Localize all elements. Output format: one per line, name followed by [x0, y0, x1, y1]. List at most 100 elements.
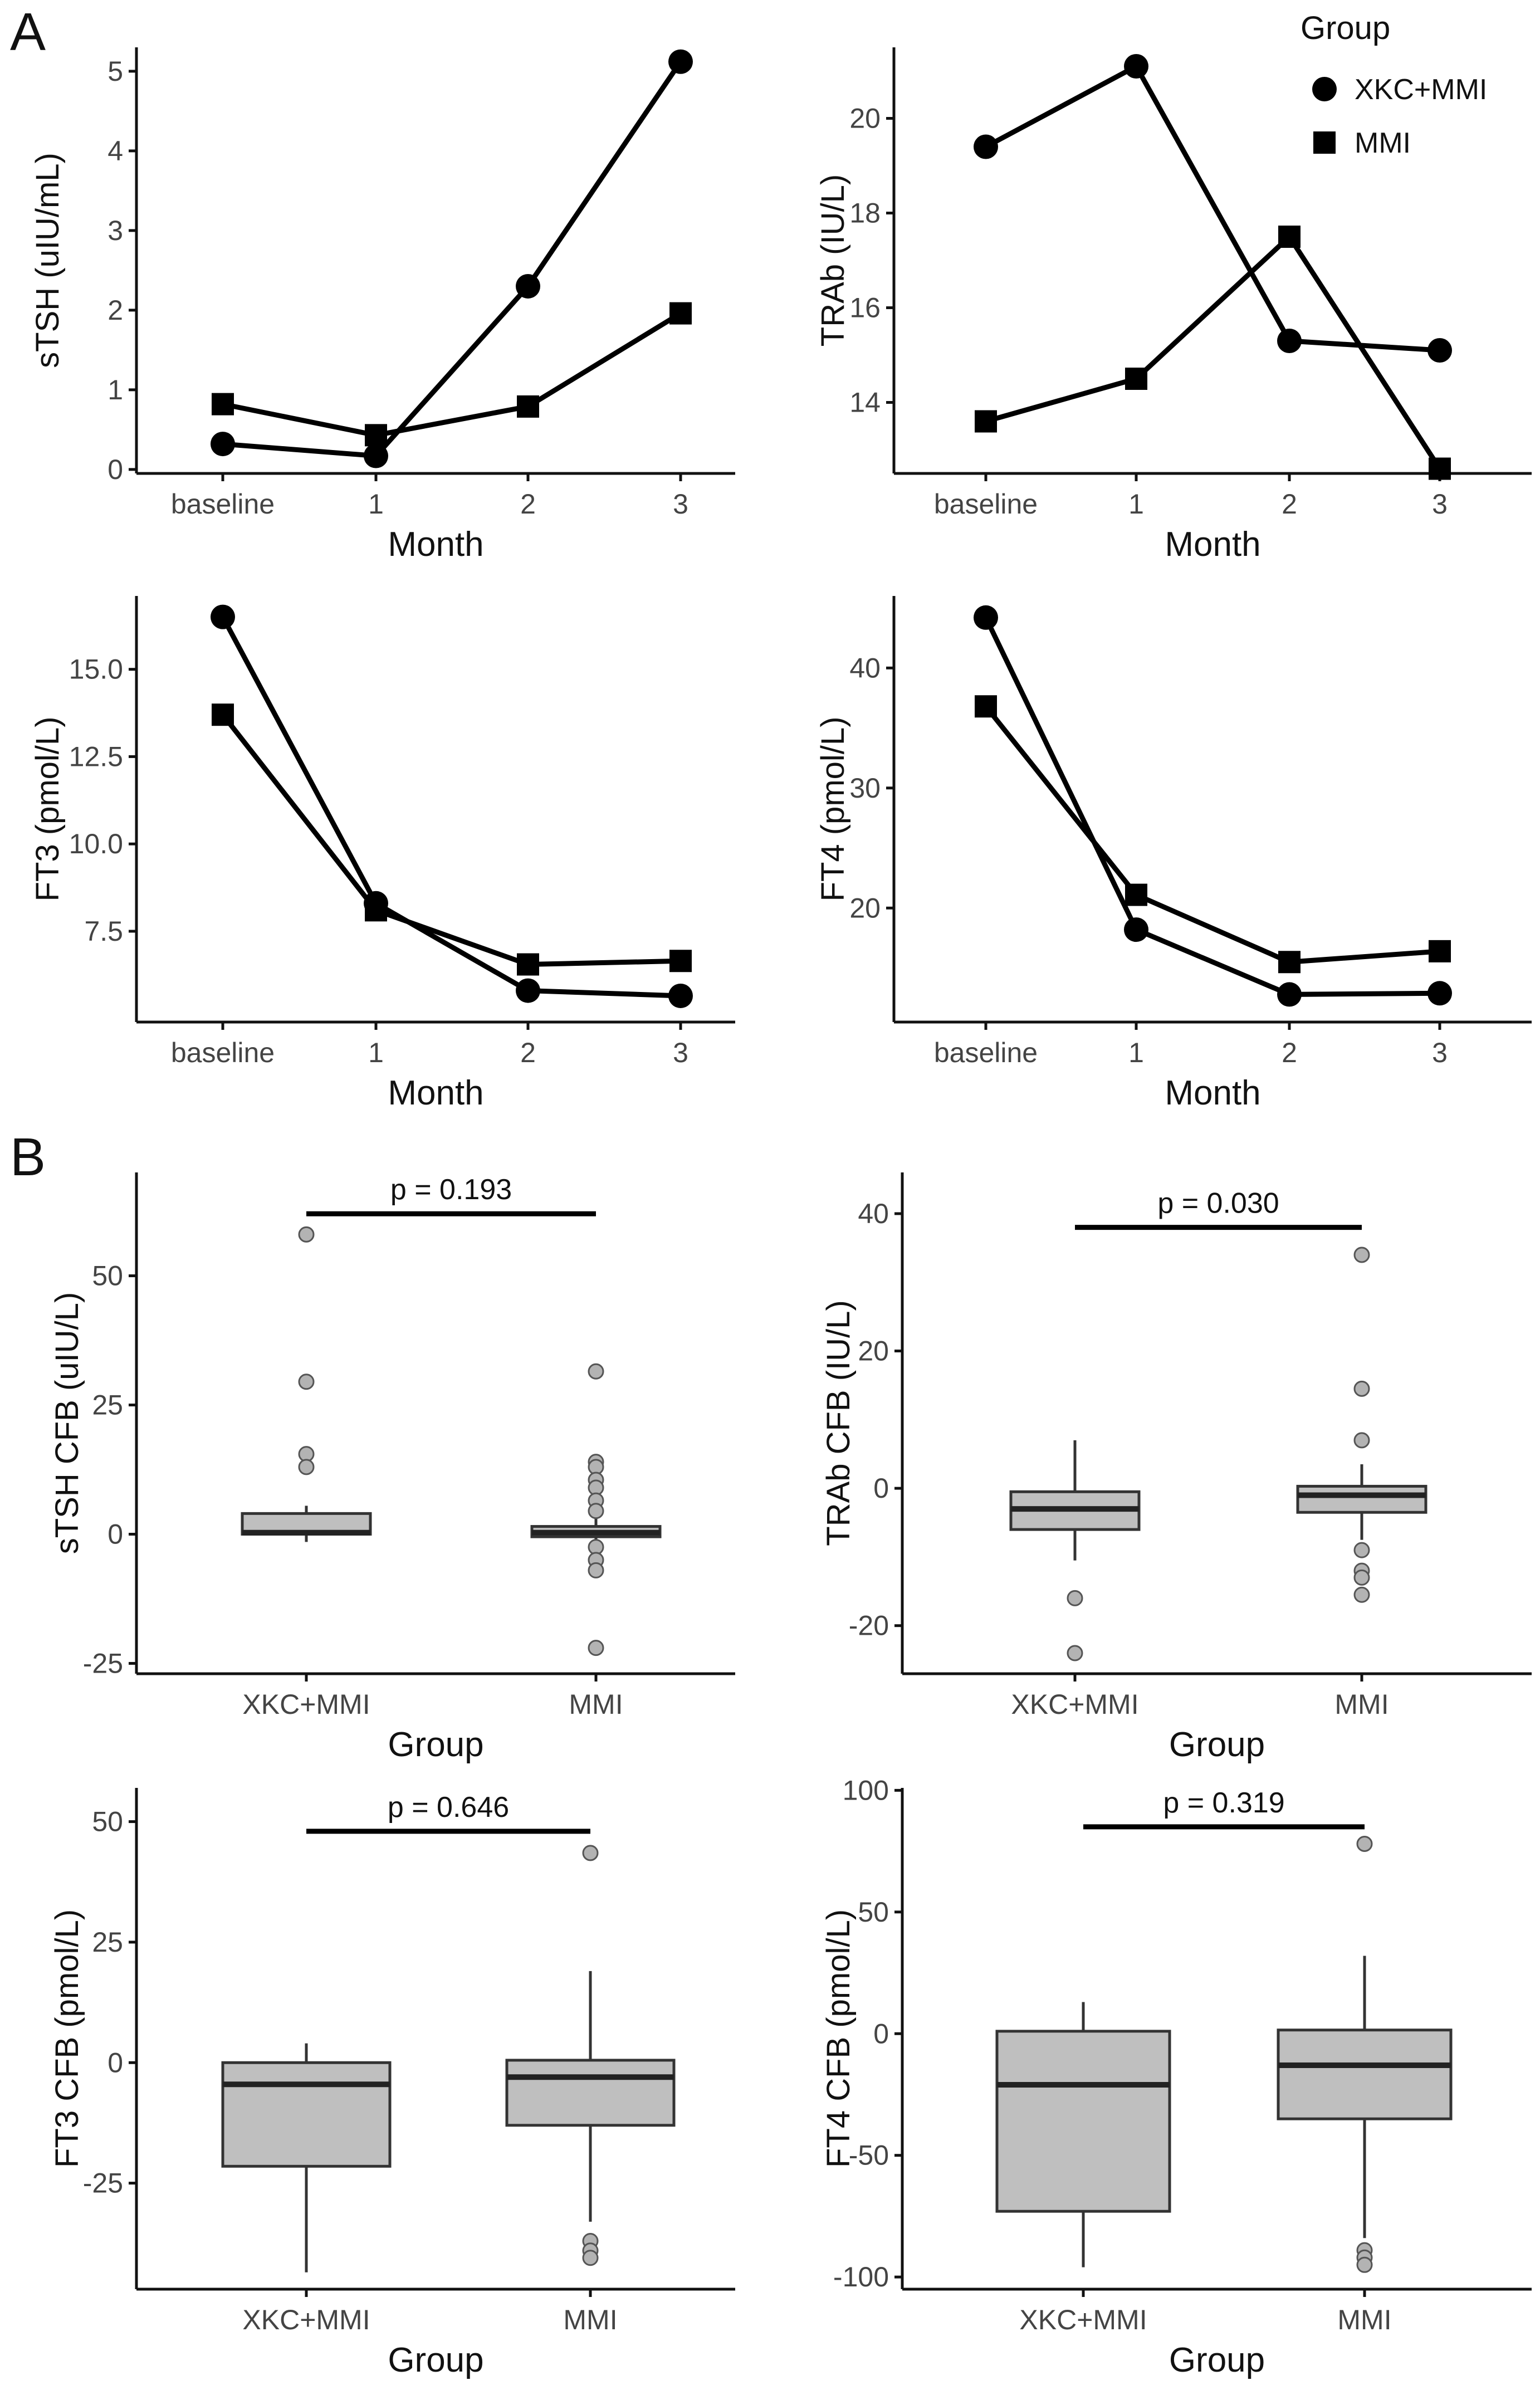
x-axis-title: Month — [1165, 1074, 1260, 1112]
chart-ft3-cfb-box: -25 0 25 50 XKC+MMI MMI Group FT3 CFB (pmol/L) p… — [49, 1788, 735, 2379]
x-tick-label: MMI — [569, 1689, 623, 1720]
point-xkc-mmi — [516, 978, 540, 1003]
point-mmi — [1125, 368, 1147, 390]
legend-square-marker — [1313, 131, 1336, 154]
y-tick-label: 20 — [849, 892, 881, 923]
chart-stsh-cfb-box: -25 0 25 50 XKC+MMI MMI Group sTSH CFB (uIU/L) p… — [49, 1172, 735, 1764]
chart-trab-cfb-box: -20 0 20 40 XKC+MMI MMI Group TRAb CFB (IU/L) p … — [820, 1172, 1532, 1764]
outlier-xkc-mmi — [298, 1459, 315, 1475]
x-tick-label: 1 — [368, 488, 384, 520]
x-tick-label: XKC+MMI — [1019, 2304, 1147, 2335]
point-mmi — [1125, 883, 1147, 906]
chart-stsh-line: 0 1 2 3 4 5 baseline 1 2 3 Month sTSH (uIU/mL) — [30, 47, 735, 564]
legend-circle-marker — [1312, 77, 1337, 101]
point-xkc-mmi — [364, 443, 388, 468]
y-tick-label: 5 — [107, 56, 123, 87]
point-xkc-mmi — [211, 432, 235, 457]
p-value-label: p = 0.030 — [1157, 1187, 1279, 1220]
y-tick-label: 40 — [858, 1198, 889, 1229]
point-xkc-mmi — [1277, 329, 1302, 353]
y-tick-label: 12.5 — [69, 741, 123, 772]
x-tick-label: 3 — [673, 1037, 688, 1068]
x-axis-title: Group — [388, 2341, 483, 2379]
x-tick-label: 1 — [1128, 1037, 1144, 1068]
p-value-label: p = 0.646 — [388, 1791, 509, 1824]
point-xkc-mmi — [668, 49, 693, 74]
outlier-mmi — [582, 2250, 599, 2266]
legend-label-mmi: MMI — [1355, 127, 1411, 159]
outlier-xkc-mmi — [1067, 1590, 1083, 1606]
y-tick-label: 0 — [107, 2047, 123, 2078]
point-xkc-mmi — [1124, 917, 1148, 942]
y-tick-label: 3 — [107, 215, 123, 246]
point-xkc-mmi — [974, 605, 998, 630]
point-mmi — [517, 953, 539, 976]
point-xkc-mmi — [516, 273, 540, 299]
point-mmi — [669, 302, 692, 325]
chart-trab-line: 14 16 18 20 baseline 1 2 3 Month TRAb (IU/L) — [815, 47, 1532, 564]
x-tick-label: baseline — [934, 1037, 1038, 1068]
outlier-mmi — [1353, 1586, 1370, 1603]
x-axis-title: Group — [1169, 1726, 1265, 1764]
point-mmi — [517, 395, 539, 418]
y-tick-label: -50 — [849, 2140, 889, 2171]
outlier-mmi — [1356, 1835, 1373, 1852]
series-line-xkc-mmi — [222, 60, 683, 459]
y-axis-title: TRAb CFB (IU/L) — [820, 1300, 857, 1546]
point-mmi — [1429, 940, 1451, 962]
y-tick-label: 30 — [849, 773, 881, 804]
point-xkc-mmi — [1427, 338, 1452, 363]
chart-ft3-line: 7.5 10.0 12.5 15.0 baseline 1 2 3 Month FT3 (pmol… — [30, 596, 735, 1112]
x-tick-label: XKC+MMI — [242, 2304, 370, 2335]
x-tick-label: MMI — [563, 2304, 617, 2335]
x-tick-label: 2 — [1282, 488, 1297, 520]
chart-ft4-cfb-box: -100 -50 0 50 100 XKC+MMI MMI Group FT4 CFB (pmo… — [820, 1775, 1532, 2379]
point-mmi — [669, 950, 692, 972]
series-line-mmi — [222, 311, 682, 438]
y-tick-label: -100 — [833, 2261, 889, 2293]
outlier-mmi — [582, 1845, 599, 1861]
outlier-xkc-mmi — [298, 1226, 315, 1243]
x-tick-label: baseline — [171, 1037, 275, 1068]
p-value-label: p = 0.319 — [1163, 1787, 1284, 1819]
y-tick-label: 4 — [107, 135, 123, 167]
outlier-mmi — [1353, 1247, 1370, 1263]
outlier-mmi — [588, 1562, 604, 1578]
panel-label-b: B — [10, 1127, 46, 1187]
y-axis-title: TRAb (IU/L) — [815, 174, 851, 346]
legend: Group XKC+MMI MMI — [1301, 10, 1487, 159]
y-tick-label: -25 — [83, 2168, 123, 2199]
y-tick-label: 0 — [107, 454, 123, 485]
x-tick-label: baseline — [171, 488, 275, 520]
y-tick-label: 0 — [873, 2018, 889, 2049]
x-tick-label: 2 — [1282, 1037, 1297, 1068]
x-tick-label: 3 — [1432, 1037, 1448, 1068]
p-value-label: p = 0.193 — [390, 1174, 512, 1206]
y-tick-label: 0 — [873, 1473, 889, 1504]
y-tick-label: 15.0 — [69, 654, 123, 685]
x-axis-title: Month — [388, 1074, 483, 1112]
box-mmi — [1296, 1484, 1427, 1514]
series-line-mmi — [221, 713, 681, 967]
y-tick-label: 1 — [107, 374, 123, 405]
y-tick-label: 10.0 — [69, 828, 123, 859]
point-mmi — [1429, 457, 1451, 480]
y-axis-title: sTSH (uIU/mL) — [30, 153, 66, 368]
series-line-xkc-mmi — [983, 616, 1440, 997]
chart-ft4-line: 20 30 40 baseline 1 2 3 Month FT4 (pmol/L) — [815, 596, 1532, 1112]
point-mmi — [212, 393, 234, 416]
point-xkc-mmi — [211, 604, 235, 629]
x-tick-label: MMI — [1334, 1689, 1389, 1720]
y-tick-label: 25 — [92, 1927, 123, 1958]
y-tick-label: 20 — [858, 1336, 889, 1367]
point-xkc-mmi — [1124, 54, 1148, 79]
x-axis-title: Month — [388, 525, 483, 564]
y-axis-title: FT4 (pmol/L) — [815, 717, 851, 902]
point-xkc-mmi — [1427, 981, 1452, 1006]
x-tick-label: XKC+MMI — [242, 1689, 370, 1720]
point-xkc-mmi — [974, 134, 998, 159]
box-xkc-mmi — [221, 2061, 392, 2168]
x-tick-label: 2 — [520, 488, 536, 520]
x-tick-label: MMI — [1337, 2304, 1391, 2335]
